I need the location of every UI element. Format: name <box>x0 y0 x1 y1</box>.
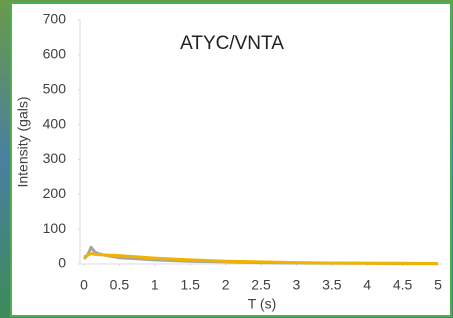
x-tick-label: 1 <box>151 277 159 293</box>
x-tick-label: 2.5 <box>251 277 271 293</box>
y-axis-title: Intensity (gals) <box>15 96 31 187</box>
y-tick-label: 600 <box>43 46 67 62</box>
x-tick-label: 5 <box>434 277 442 293</box>
x-tick-label: 1.5 <box>180 277 200 293</box>
y-tick-label: 400 <box>43 115 67 131</box>
y-tick-label: 200 <box>43 185 67 201</box>
x-axis-title: T (s) <box>248 296 277 312</box>
x-tick-label: 0.5 <box>110 277 130 293</box>
y-tick-label: 500 <box>43 80 67 96</box>
x-tick-label: 2 <box>222 277 230 293</box>
x-tick-label: 3 <box>293 277 301 293</box>
x-tick-label: 3.5 <box>322 277 342 293</box>
x-tick-label: 0 <box>80 277 88 293</box>
chart-title: ATYC/VNTA <box>180 33 284 54</box>
x-tick-label: 4.5 <box>393 277 413 293</box>
y-tick-label: 700 <box>43 11 67 27</box>
chart: ATYC/VNTA T (s) Intensity (gals) 0100200… <box>0 0 453 318</box>
y-tick-label: 300 <box>43 150 67 166</box>
x-tick-label: 4 <box>363 277 371 293</box>
y-tick-label: 0 <box>58 255 66 271</box>
y-tick-label: 100 <box>43 220 67 236</box>
